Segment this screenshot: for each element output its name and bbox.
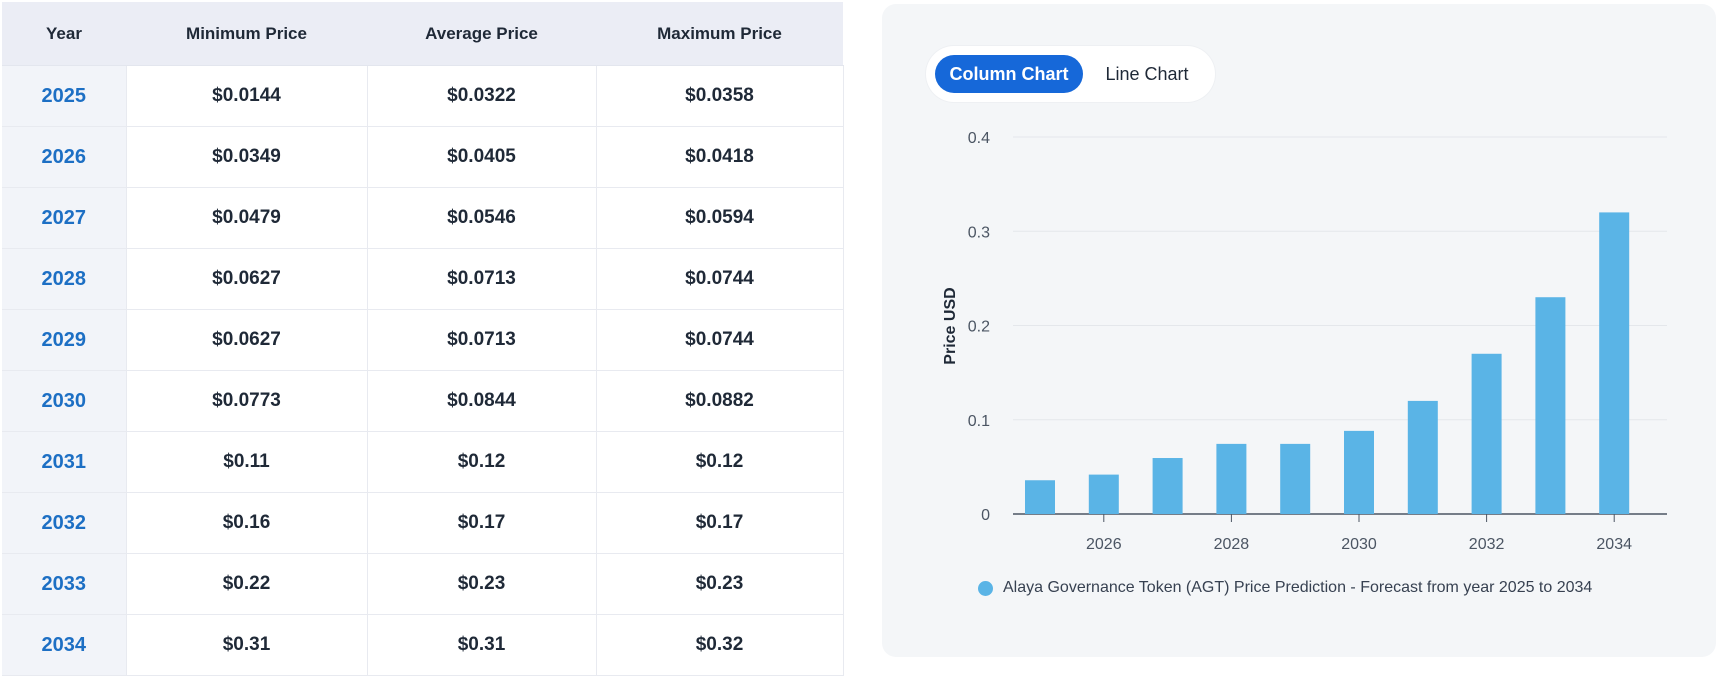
price-prediction-table: Year Minimum Price Average Price Maximum… xyxy=(2,2,844,676)
cell-avg: $0.0844 xyxy=(367,370,597,432)
cell-max: $0.0744 xyxy=(596,309,844,371)
x-tick-label: 2026 xyxy=(1086,536,1122,553)
cell-avg: $0.0322 xyxy=(367,65,597,127)
cell-min: $0.0479 xyxy=(126,187,368,249)
y-tick-label: 0.4 xyxy=(968,130,990,147)
header-minimum-price: Minimum Price xyxy=(126,2,367,66)
cell-year[interactable]: 2025 xyxy=(2,65,127,127)
bar-2026 xyxy=(1088,474,1119,514)
cell-max: $0.23 xyxy=(596,553,844,615)
legend-marker xyxy=(978,580,993,596)
line-chart-button[interactable]: Line Chart xyxy=(1105,64,1189,84)
bar-2028 xyxy=(1216,443,1247,514)
cell-max: $0.0418 xyxy=(596,126,844,188)
cell-min: $0.31 xyxy=(126,614,368,676)
cell-year[interactable]: 2034 xyxy=(2,614,127,676)
cell-min: $0.0773 xyxy=(126,370,368,432)
table-row: 2030 $0.0773 $0.0844 $0.0882 xyxy=(2,370,844,432)
y-tick-label: 0 xyxy=(981,507,990,524)
chart-type-toggle: Column Chart Line Chart xyxy=(926,46,1215,102)
cell-year[interactable]: 2026 xyxy=(2,126,127,188)
cell-min: $0.22 xyxy=(126,553,368,615)
table-row: 2028 $0.0627 $0.0713 $0.0744 xyxy=(2,248,844,310)
cell-min: $0.0144 xyxy=(126,65,368,127)
chart-panel: Column Chart Line Chart 0 0.1 0.2 0.3 0.4 202… xyxy=(882,4,1716,657)
y-tick-label: 0.1 xyxy=(968,413,990,430)
bar-2030 xyxy=(1344,430,1374,514)
header-year: Year xyxy=(2,2,126,66)
cell-max: $0.0358 xyxy=(596,65,844,127)
y-tick-label: 0.3 xyxy=(968,224,990,241)
y-tick-label: 0.2 xyxy=(968,319,990,336)
cell-max: $0.32 xyxy=(596,614,844,676)
table-row: 2025 $0.0144 $0.0322 $0.0358 xyxy=(2,65,844,127)
cell-max: $0.0744 xyxy=(596,248,844,310)
cell-year[interactable]: 2030 xyxy=(2,370,127,432)
table-row: 2034 $0.31 $0.31 $0.32 xyxy=(2,614,844,676)
cell-max: $0.17 xyxy=(596,492,844,554)
cell-max: $0.0882 xyxy=(596,370,844,432)
bar-2032 xyxy=(1471,353,1502,514)
cell-year[interactable]: 2031 xyxy=(2,431,127,493)
chart-legend[interactable]: Alaya Governance Token (AGT) Price Predi… xyxy=(978,576,1592,600)
cell-min: $0.0627 xyxy=(126,309,368,371)
cell-max: $0.0594 xyxy=(596,187,844,249)
header-maximum-price: Maximum Price xyxy=(596,2,843,66)
legend-label: Alaya Governance Token (AGT) Price Predi… xyxy=(1003,579,1593,596)
table-row: 2031 $0.11 $0.12 $0.12 xyxy=(2,431,844,493)
x-tick-label: 2034 xyxy=(1596,536,1632,553)
cell-year[interactable]: 2032 xyxy=(2,492,127,554)
bar-2034 xyxy=(1599,212,1630,514)
price-column-chart: 0 0.1 0.2 0.3 0.4 2026 2028 2030 2032 2034 Price U… xyxy=(942,130,1667,553)
cell-avg: $0.31 xyxy=(367,614,597,676)
table-row: 2027 $0.0479 $0.0546 $0.0594 xyxy=(2,187,844,249)
price-table-container: Year Minimum Price Average Price Maximum… xyxy=(2,2,844,676)
column-chart-button[interactable]: Column Chart xyxy=(935,55,1083,93)
cell-avg: $0.0546 xyxy=(367,187,597,249)
cell-avg: $0.23 xyxy=(367,553,597,615)
bar-2027 xyxy=(1152,458,1183,514)
cell-avg: $0.0405 xyxy=(367,126,597,188)
x-tick-label: 2028 xyxy=(1214,536,1250,553)
table-row: 2033 $0.22 $0.23 $0.23 xyxy=(2,553,844,615)
cell-avg: $0.12 xyxy=(367,431,597,493)
x-tick-label: 2030 xyxy=(1341,536,1377,553)
x-tick-label: 2032 xyxy=(1469,536,1505,553)
cell-year[interactable]: 2028 xyxy=(2,248,127,310)
cell-year[interactable]: 2033 xyxy=(2,553,127,615)
cell-avg: $0.0713 xyxy=(367,309,597,371)
bar-2029 xyxy=(1280,443,1311,514)
bar-2025 xyxy=(1025,480,1055,514)
cell-min: $0.0349 xyxy=(126,126,368,188)
y-axis-title: Price USD xyxy=(942,287,959,364)
table-row: 2032 $0.16 $0.17 $0.17 xyxy=(2,492,844,554)
bar-2031 xyxy=(1407,400,1438,514)
cell-min: $0.16 xyxy=(126,492,368,554)
cell-min: $0.11 xyxy=(126,431,368,493)
table-row: 2026 $0.0349 $0.0405 $0.0418 xyxy=(2,126,844,188)
cell-min: $0.0627 xyxy=(126,248,368,310)
cell-avg: $0.17 xyxy=(367,492,597,554)
bar-2033 xyxy=(1535,297,1566,514)
header-average-price: Average Price xyxy=(367,2,596,66)
table-header-row: Year Minimum Price Average Price Maximum… xyxy=(2,2,843,66)
cell-year[interactable]: 2029 xyxy=(2,309,127,371)
cell-max: $0.12 xyxy=(596,431,844,493)
table-row: 2029 $0.0627 $0.0713 $0.0744 xyxy=(2,309,844,371)
cell-year[interactable]: 2027 xyxy=(2,187,127,249)
cell-avg: $0.0713 xyxy=(367,248,597,310)
